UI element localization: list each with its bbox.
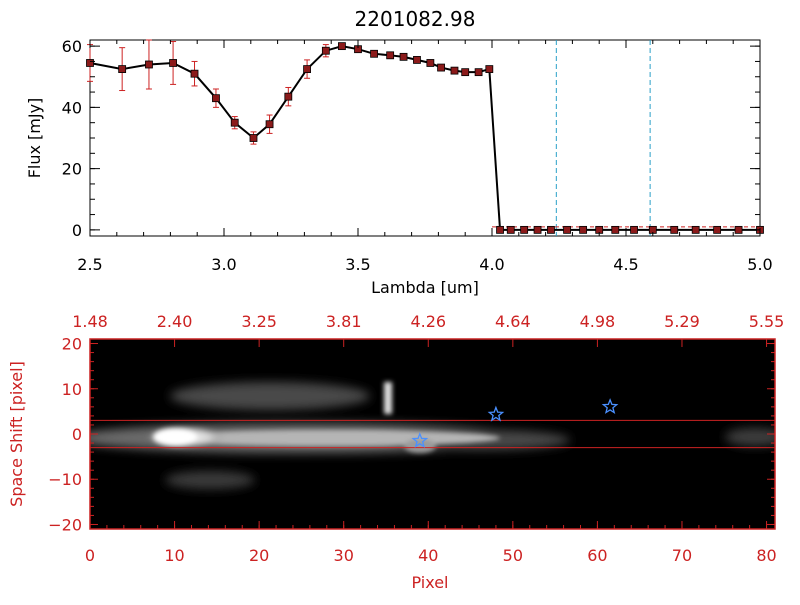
top-tick-label: 3.81 (326, 312, 362, 331)
data-point (713, 225, 722, 234)
top-tick-label: 4.26 (410, 312, 446, 331)
data-point (734, 225, 743, 234)
data-point (86, 59, 94, 67)
data-point (386, 51, 395, 60)
x-tick-label: 3.5 (345, 255, 370, 274)
data-point (670, 225, 679, 234)
data-point (563, 225, 571, 234)
x-tick-label: 60 (587, 546, 607, 565)
spectrum-panel: 2.5 3.0 3.5 4.0 4.5 5.0 0 20 40 60 Lambda [um] F… (25, 37, 773, 297)
data-point (284, 92, 293, 101)
top-tick-label: 4.64 (495, 312, 531, 331)
chart-title: 2201082.98 (355, 7, 476, 31)
y-tick-label: −20 (48, 515, 82, 534)
y-tick-label: 0 (72, 221, 82, 240)
emission-core (145, 382, 500, 453)
data-point (230, 118, 239, 127)
data-point (579, 225, 588, 234)
x-tick-label: 30 (334, 546, 354, 565)
x-tick-label: 5.0 (747, 255, 772, 274)
image-x-label: Pixel (411, 573, 448, 592)
data-point (630, 225, 638, 234)
data-point (426, 59, 435, 67)
data-point (338, 42, 346, 51)
data-point (145, 60, 153, 69)
data-point (533, 225, 542, 234)
x-tick-label: 50 (503, 546, 523, 565)
spectrum-y-ticks: 0 20 40 60 (62, 37, 760, 240)
image-y-label: Space Shift [pixel] (7, 361, 26, 507)
data-point (370, 49, 378, 58)
data-point (169, 59, 177, 67)
data-point (190, 69, 199, 78)
spectrum-x-label: Lambda [um] (371, 278, 479, 297)
spectrum-frame (89, 39, 761, 237)
x-tick-label: 10 (164, 546, 184, 565)
data-point (474, 68, 483, 77)
data-point (303, 65, 311, 73)
data-point (265, 120, 274, 129)
top-tick-label: 1.48 (72, 312, 108, 331)
image-top-wavelength-ticks: 1.48 2.40 3.25 3.81 4.26 4.64 4.98 5.29 5.55 (72, 312, 784, 347)
y-tick-label: 20 (62, 335, 82, 354)
spectrum-y-label: Flux [mJy] (25, 98, 44, 179)
x-tick-label: 3.0 (211, 255, 236, 274)
top-tick-label: 5.29 (664, 312, 700, 331)
top-tick-label: 3.25 (241, 312, 277, 331)
data-point (461, 68, 470, 77)
data-point (506, 225, 515, 234)
spectrum-markers (86, 42, 764, 234)
y-tick-label: 60 (62, 37, 82, 56)
aperture-lines (90, 419, 775, 449)
y-tick-label: 10 (62, 380, 82, 399)
star-marker (601, 398, 619, 414)
data-point (118, 65, 127, 73)
image-panel: 0 10 20 30 40 50 60 70 80 1.48 2.40 3.25 3.81 4.26 4.… (7, 312, 784, 592)
data-point (496, 225, 504, 234)
spectrum-x-ticks: 2.5 3.0 3.5 4.0 4.5 5.0 (77, 40, 773, 274)
data-point (450, 66, 459, 75)
y-tick-label: 0 (72, 425, 82, 444)
data-point (399, 52, 408, 61)
x-tick-label: 4.0 (479, 255, 504, 274)
data-point (413, 56, 421, 64)
y-tick-label: 20 (62, 160, 82, 179)
star-marker (411, 431, 429, 448)
image-x-ticks: 0 10 20 30 40 50 60 70 80 (85, 521, 777, 565)
x-tick-label: 20 (249, 546, 269, 565)
spectrum-polyline (89, 45, 760, 231)
y-tick-label: −10 (48, 470, 82, 489)
spectrum-error-bars (87, 39, 763, 233)
x-tick-label: 2.5 (77, 255, 102, 274)
feature-stars (411, 398, 619, 448)
data-point (249, 134, 258, 142)
image-y-ticks: −20 −10 0 10 20 (48, 335, 775, 534)
data-point (321, 46, 330, 55)
data-point (611, 225, 620, 234)
data-point (437, 63, 445, 72)
x-tick-label: 70 (672, 546, 692, 565)
top-tick-label: 4.98 (580, 312, 616, 331)
x-tick-label: 80 (756, 546, 776, 565)
top-tick-label: 5.55 (749, 312, 785, 331)
data-point (691, 225, 700, 234)
top-tick-label: 2.40 (157, 312, 193, 331)
x-tick-label: 40 (418, 546, 438, 565)
data-point (212, 94, 220, 103)
y-tick-label: 40 (62, 98, 82, 117)
x-tick-label: 0 (85, 546, 95, 565)
image-content (90, 382, 775, 489)
spectrum-reference-lines (555, 40, 651, 236)
x-tick-label: 4.5 (613, 255, 638, 274)
data-point (485, 65, 494, 73)
data-point (547, 225, 555, 234)
data-point (520, 225, 529, 234)
spectrum-line (89, 45, 760, 231)
star-marker (487, 405, 505, 422)
